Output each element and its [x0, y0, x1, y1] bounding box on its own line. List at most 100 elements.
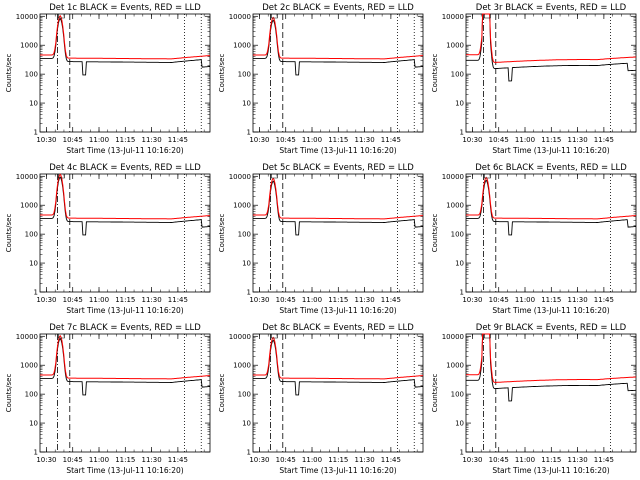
series-events-line — [253, 19, 423, 76]
x-tick-label: 10:30 — [36, 456, 56, 464]
y-tick-label: 1000 — [233, 202, 251, 210]
series-events-line — [466, 179, 636, 236]
x-axis-label: Start Time (13-Jul-11 10:16:20) — [492, 146, 609, 155]
x-tick-label: 11:45 — [381, 296, 401, 304]
top-bracket-marker — [58, 174, 65, 179]
top-bracket-marker — [58, 334, 65, 339]
y-tick-label: 10 — [242, 420, 251, 428]
y-tick-label: 10 — [455, 100, 464, 108]
x-tick-label: 11:00 — [302, 296, 322, 304]
x-axis-label: Start Time (13-Jul-11 10:16:20) — [492, 466, 609, 475]
y-tick-label: 10000 — [16, 333, 38, 341]
x-tick-label: 10:45 — [63, 296, 83, 304]
y-axis-label: Counts/sec — [431, 374, 439, 413]
chart-title: Det 5c BLACK = Events, RED = LLD — [262, 163, 414, 173]
top-bracket-marker — [484, 14, 491, 19]
y-tick-label: 100 — [25, 391, 38, 399]
x-tick-label: 11:00 — [302, 456, 322, 464]
x-tick-label: 10:45 — [63, 136, 83, 144]
series-lld-line — [40, 14, 210, 60]
plot-frame — [252, 13, 424, 133]
x-tick-label: 11:45 — [594, 456, 614, 464]
x-tick-label: 11:30 — [141, 456, 161, 464]
chart-panel-1: Det 1c BLACK = Events, RED = LLD Counts/s… — [5, 3, 211, 155]
x-tick-label: 11:45 — [381, 456, 401, 464]
chart-panel-2: Det 2c BLACK = Events, RED = LLD Counts/s… — [218, 3, 424, 155]
x-tick-label: 11:15 — [115, 456, 135, 464]
x-tick-label: 10:30 — [36, 296, 56, 304]
x-tick-label: 11:15 — [115, 136, 135, 144]
y-tick-label: 10000 — [229, 173, 251, 181]
x-tick-label: 11:15 — [328, 296, 348, 304]
y-axis-label: Counts/sec — [218, 54, 226, 93]
x-tick-label: 11:30 — [354, 136, 374, 144]
chart-panel-4: Det 4c BLACK = Events, RED = LLD Counts/s… — [5, 163, 211, 315]
y-tick-label: 10 — [29, 420, 38, 428]
x-tick-label: 11:00 — [302, 136, 322, 144]
x-tick-label: 11:45 — [168, 296, 188, 304]
series-events-line — [466, 13, 636, 82]
series-events-line — [40, 17, 210, 76]
x-axis-label: Start Time (13-Jul-11 10:16:20) — [279, 146, 396, 155]
series-lld-line — [40, 173, 210, 220]
series-lld-line — [466, 176, 636, 220]
x-axis-label: Start Time (13-Jul-11 10:16:20) — [492, 306, 609, 315]
y-tick-label: 10000 — [442, 13, 464, 21]
series-events-line — [466, 333, 636, 402]
y-tick-label: 100 — [451, 71, 464, 79]
y-tick-label: 100 — [238, 391, 251, 399]
plot-frame — [465, 333, 637, 453]
chart-panel-9: Det 9r BLACK = Events, RED = LLD Counts/s… — [431, 323, 637, 475]
plot-frame — [252, 173, 424, 293]
y-tick-label: 1000 — [446, 362, 464, 370]
chart-panel-6: Det 6c BLACK = Events, RED = LLD Counts/s… — [431, 163, 637, 315]
x-tick-label: 11:15 — [115, 296, 135, 304]
y-tick-label: 1 — [34, 129, 38, 137]
x-tick-label: 11:45 — [381, 136, 401, 144]
x-tick-label: 10:45 — [489, 296, 509, 304]
top-bracket-marker — [271, 14, 278, 19]
plot-frame — [39, 333, 211, 453]
x-tick-label: 11:30 — [141, 136, 161, 144]
x-tick-label: 10:30 — [36, 136, 56, 144]
plot-frame — [39, 13, 211, 133]
x-tick-label: 11:00 — [89, 296, 109, 304]
x-tick-label: 11:00 — [515, 456, 535, 464]
x-tick-label: 11:45 — [594, 136, 614, 144]
x-tick-label: 11:45 — [594, 296, 614, 304]
x-tick-label: 11:00 — [515, 136, 535, 144]
chart-title: Det 8c BLACK = Events, RED = LLD — [262, 323, 414, 333]
x-axis-label: Start Time (13-Jul-11 10:16:20) — [279, 306, 396, 315]
y-tick-label: 100 — [25, 71, 38, 79]
y-tick-label: 10000 — [229, 333, 251, 341]
plot-frame — [465, 13, 637, 133]
y-tick-label: 100 — [451, 231, 464, 239]
x-tick-label: 11:00 — [89, 456, 109, 464]
x-tick-label: 10:30 — [249, 296, 269, 304]
x-tick-label: 10:45 — [63, 456, 83, 464]
y-tick-label: 10 — [455, 260, 464, 268]
chart-title: Det 3r BLACK = Events, RED = LLD — [476, 3, 627, 13]
y-axis-label: Counts/sec — [218, 214, 226, 253]
y-tick-label: 1 — [247, 289, 251, 297]
y-tick-label: 1 — [247, 449, 251, 457]
x-tick-label: 11:00 — [89, 136, 109, 144]
y-tick-label: 1 — [460, 289, 464, 297]
y-tick-label: 1000 — [446, 202, 464, 210]
y-tick-label: 10 — [29, 100, 38, 108]
x-tick-label: 11:15 — [541, 136, 561, 144]
x-tick-label: 11:45 — [168, 136, 188, 144]
y-tick-label: 1000 — [446, 42, 464, 50]
x-tick-label: 11:15 — [328, 136, 348, 144]
chart-title: Det 2c BLACK = Events, RED = LLD — [262, 3, 414, 13]
x-tick-label: 10:45 — [489, 136, 509, 144]
y-tick-label: 1 — [460, 449, 464, 457]
series-events-line — [40, 176, 210, 236]
chart-panel-8: Det 8c BLACK = Events, RED = LLD Counts/s… — [218, 323, 424, 475]
y-tick-label: 100 — [25, 231, 38, 239]
x-tick-label: 10:45 — [276, 456, 296, 464]
series-lld-line — [253, 336, 423, 380]
y-tick-label: 100 — [238, 71, 251, 79]
series-lld-line — [253, 177, 423, 220]
x-tick-label: 10:30 — [249, 456, 269, 464]
